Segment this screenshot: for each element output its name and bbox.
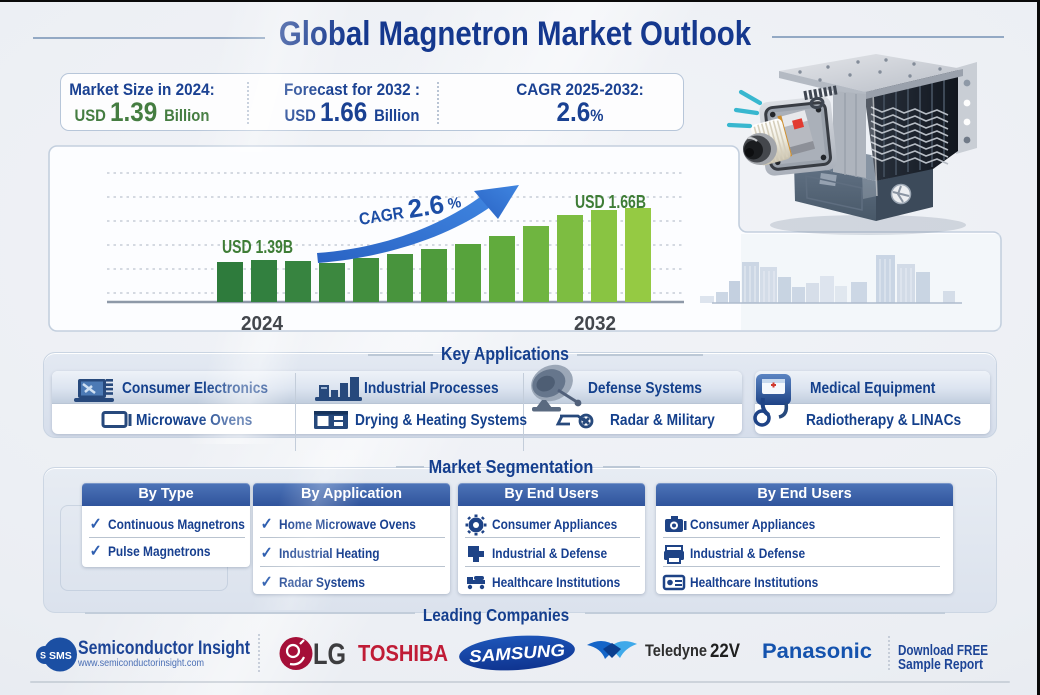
svg-text:LG: LG	[313, 638, 346, 671]
svg-text:2032: 2032	[574, 313, 616, 335]
svg-text:Download FREE: Download FREE	[898, 643, 988, 659]
svg-text:Teledyne: Teledyne	[645, 641, 707, 660]
svg-text:Semiconductor Insight: Semiconductor Insight	[78, 637, 250, 659]
svg-text:Sample Report: Sample Report	[898, 657, 983, 673]
svg-text:2024: 2024	[241, 313, 284, 335]
svg-text:%: %	[447, 194, 463, 213]
svg-text:22V: 22V	[710, 641, 740, 662]
svg-text:Panasonic: Panasonic	[762, 640, 872, 663]
svg-text:TOSHIBA: TOSHIBA	[358, 640, 448, 666]
svg-text:USD 1.66B: USD 1.66B	[575, 192, 646, 212]
svg-text:S: S	[40, 651, 46, 661]
svg-text:SMS: SMS	[49, 650, 72, 662]
svg-text:USD 1.39B: USD 1.39B	[222, 237, 293, 257]
svg-text:2.6: 2.6	[406, 189, 446, 224]
svg-text:www.semiconductorinsight.com: www.semiconductorinsight.com	[77, 658, 204, 669]
